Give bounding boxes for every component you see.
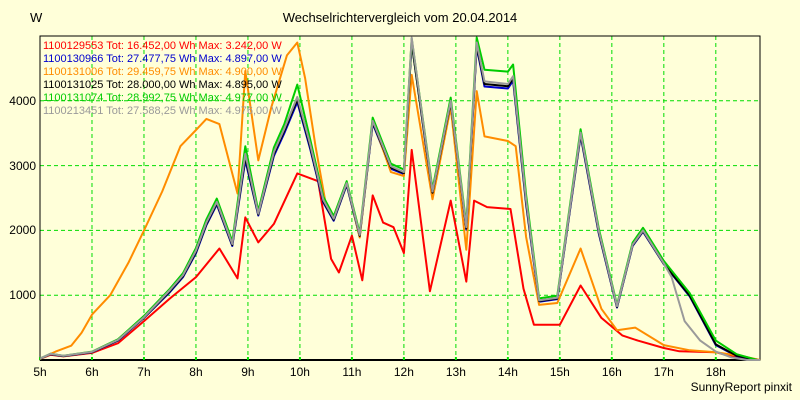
series-line-1100129553 bbox=[39, 148, 760, 361]
x-axis-tick-mark-7h bbox=[142, 357, 145, 360]
legend-entry: 1100213451 Tot: 27.588,25 Wh Max: 4.976,… bbox=[43, 105, 282, 117]
x-axis-tick-mark-6h bbox=[90, 357, 93, 360]
x-axis-tick-mark-11h bbox=[350, 357, 353, 360]
chart-title: Wechselrichtervergleich vom 20.04.2014 bbox=[282, 10, 518, 25]
x-axis-tick-mark-12h bbox=[402, 357, 405, 360]
x-tick-label-14h: 14h bbox=[497, 365, 518, 379]
x-tick-label-7h: 7h bbox=[137, 365, 151, 379]
legend-entry: 1100131074 Tot: 28.992,75 Wh Max: 4.977,… bbox=[43, 92, 282, 104]
x-axis-tick-mark-10h bbox=[298, 357, 301, 360]
x-tick-label-8h: 8h bbox=[189, 365, 203, 379]
x-axis-tick-mark-8h bbox=[194, 357, 197, 360]
legend-entry: 1100129553 Tot: 16.452,00 Wh Max: 3.242,… bbox=[43, 40, 282, 52]
series-line-1100213451 bbox=[39, 36, 760, 361]
y-tick-label-1000: 1000 bbox=[9, 288, 36, 303]
y-tick-label-4000: 4000 bbox=[9, 93, 36, 108]
x-axis-tick-mark-18h bbox=[714, 357, 717, 360]
y-tick-label-2000: 2000 bbox=[9, 223, 36, 238]
x-axis-tick-mark-17h bbox=[662, 357, 665, 360]
watermark-text: SunnyReport pinxit bbox=[690, 380, 792, 394]
x-tick-label-10h: 10h bbox=[289, 365, 310, 379]
x-tick-label-6h: 6h bbox=[85, 365, 99, 379]
x-axis-tick-mark-9h bbox=[246, 357, 249, 360]
x-axis-tick-mark-15h bbox=[558, 357, 561, 360]
x-tick-label-18h: 18h bbox=[705, 365, 726, 379]
x-axis-tick-mark-13h bbox=[454, 357, 457, 360]
x-tick-label-13h: 13h bbox=[445, 365, 466, 379]
x-tick-label-16h: 16h bbox=[601, 365, 622, 379]
x-tick-label-12h: 12h bbox=[393, 365, 414, 379]
x-tick-label-9h: 9h bbox=[241, 365, 255, 379]
x-tick-label-11h: 11h bbox=[342, 365, 362, 379]
y-axis-unit-label: W bbox=[30, 10, 43, 25]
legend-entry: 1100131025 Tot: 28.000,00 Wh Max: 4.895,… bbox=[43, 79, 282, 91]
legend-entry: 1100130966 Tot: 27.477,75 Wh Max: 4.897,… bbox=[43, 53, 282, 65]
y-tick-label-3000: 3000 bbox=[9, 158, 36, 173]
x-axis-tick-mark-14h bbox=[506, 357, 509, 360]
legend-entry: 1100131006 Tot: 29.459,75 Wh Max: 4.900,… bbox=[43, 66, 282, 78]
x-tick-label-15h: 15h bbox=[549, 365, 570, 379]
chart-legend: 1100129553 Tot: 16.452,00 Wh Max: 3.242,… bbox=[43, 40, 282, 118]
x-tick-label-5h: 5h bbox=[33, 365, 47, 379]
x-axis-tick-mark-16h bbox=[610, 357, 613, 360]
x-tick-label-17h: 17h bbox=[653, 365, 674, 379]
